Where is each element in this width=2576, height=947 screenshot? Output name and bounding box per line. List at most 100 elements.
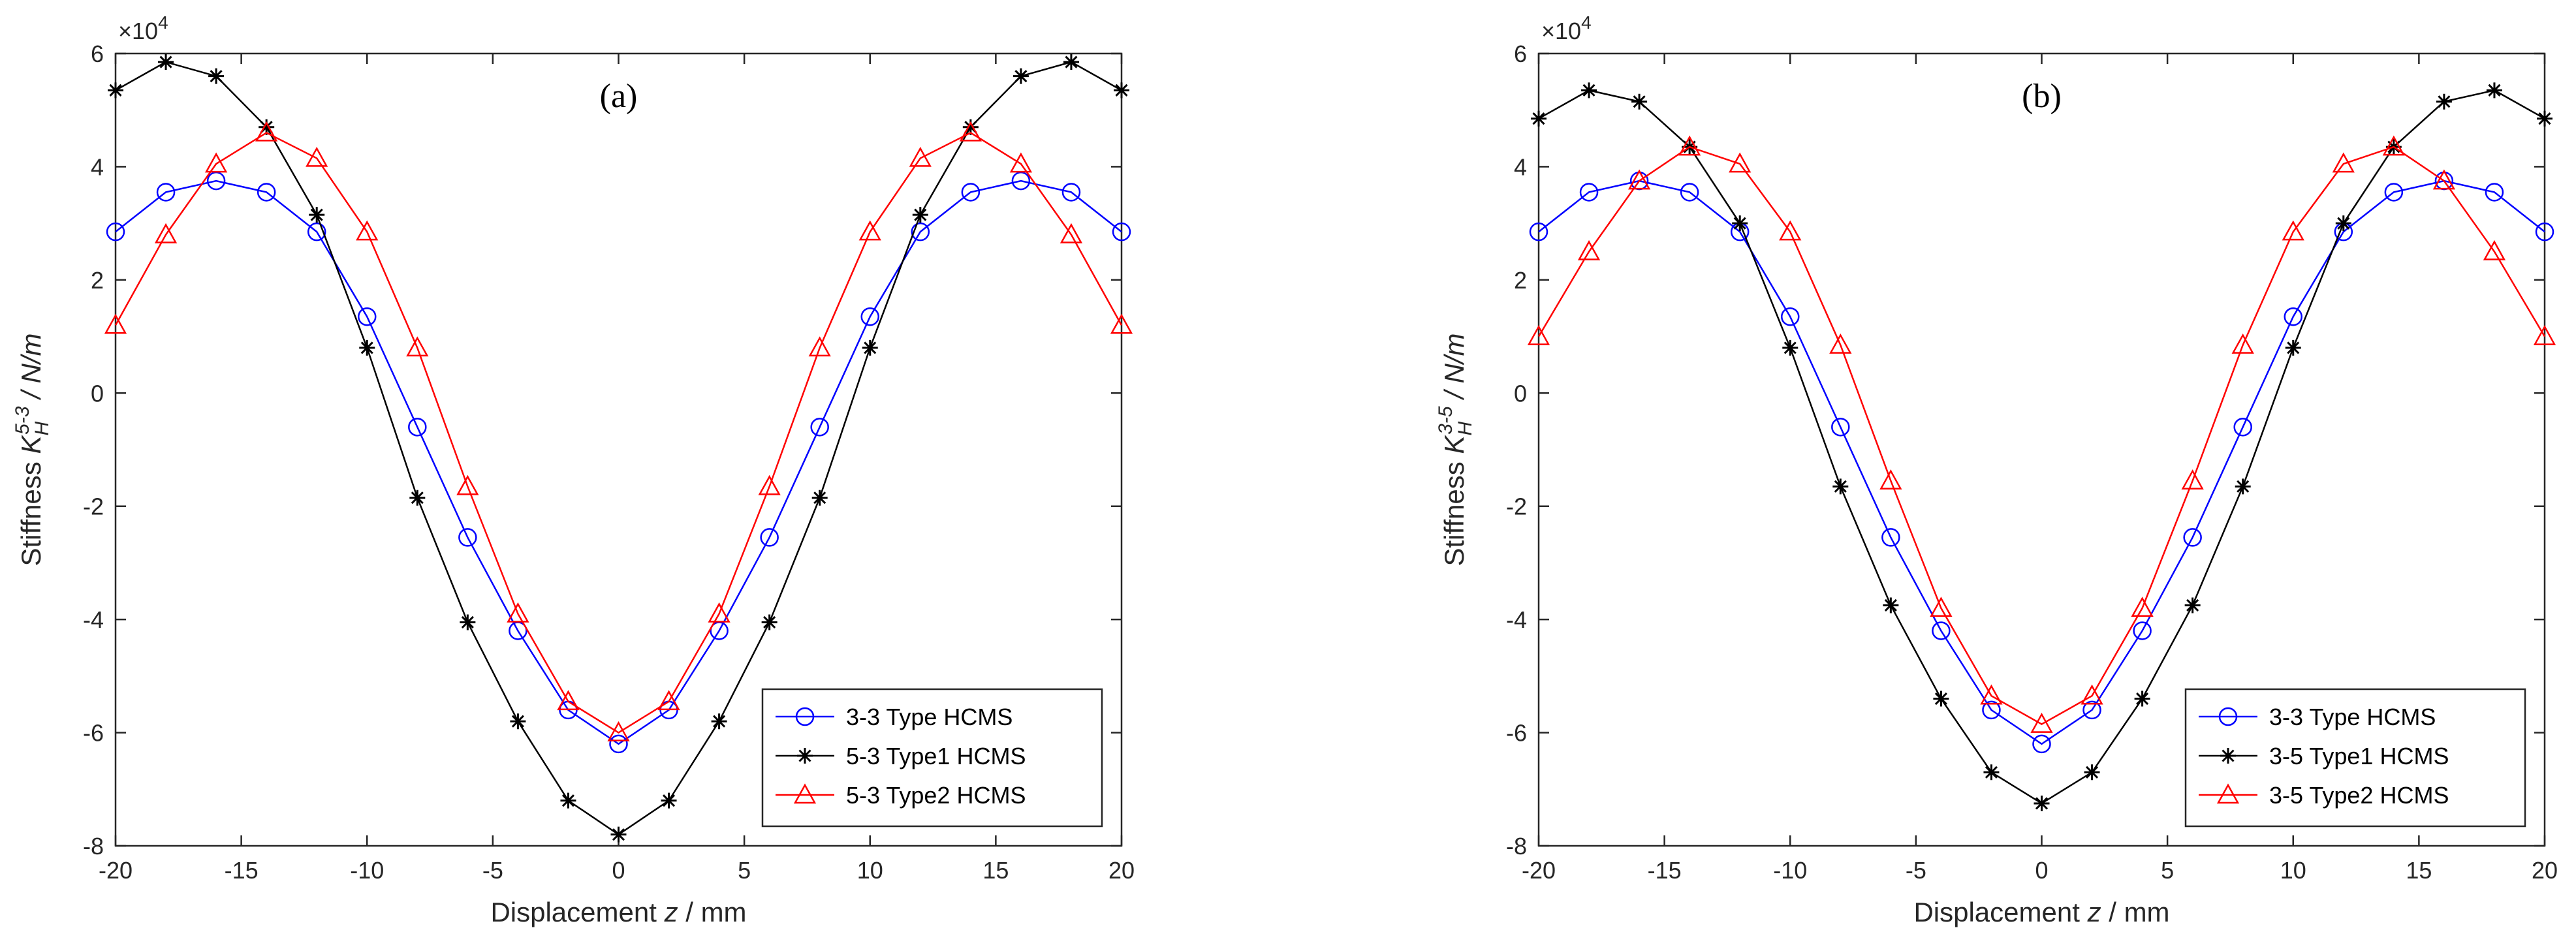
legend: 3-3 Type HCMS 5-3 Type1 HCMS 5-3 Type2 HCM…	[761, 688, 1103, 828]
data-point	[156, 183, 176, 202]
data-point	[2032, 734, 2051, 754]
data-point	[158, 54, 174, 70]
legend-label: 3-3 Type HCMS	[846, 704, 1013, 730]
data-point	[2335, 215, 2351, 232]
data-point	[2231, 334, 2254, 354]
data-point	[1013, 68, 1029, 84]
y-tick-label: 0	[1514, 380, 1527, 407]
data-point	[609, 734, 628, 754]
series-line	[115, 179, 1122, 745]
data-point	[557, 690, 580, 711]
data-point	[2183, 528, 2202, 547]
legend-marker	[795, 707, 815, 726]
data-point	[510, 713, 526, 730]
data-point	[2384, 183, 2404, 202]
x-tick-label: -10	[1773, 857, 1807, 884]
data-point	[204, 152, 228, 173]
series-2	[108, 54, 1129, 843]
data-point	[1678, 135, 1701, 156]
series-1	[1529, 171, 2554, 754]
data-point	[2084, 764, 2100, 781]
y-tick-label: 6	[91, 40, 104, 67]
x-tick-label: 15	[982, 857, 1009, 884]
data-point	[1980, 684, 2003, 705]
legend-label: 3-5 Type1 HCMS	[2269, 743, 2449, 769]
series-line	[114, 131, 1123, 734]
x-tick-label: -10	[350, 857, 384, 884]
legend-item: 5-3 Type2 HCMS	[776, 782, 1026, 809]
data-point	[2235, 478, 2251, 495]
data-point	[862, 339, 878, 356]
data-point	[1832, 478, 1849, 495]
legend-box	[2184, 688, 2526, 828]
series-line	[1537, 146, 2546, 725]
data-point	[2483, 240, 2506, 260]
y-tick-label: 2	[1514, 267, 1527, 294]
data-point	[1930, 597, 1953, 617]
legend-item: 3-5 Type1 HCMS	[2199, 743, 2449, 769]
data-point	[560, 792, 576, 809]
x-tick-label: 0	[2035, 857, 2048, 884]
data-point	[2432, 169, 2456, 190]
x-tick-label: -20	[99, 857, 133, 884]
data-point	[1881, 528, 1900, 547]
data-point	[1983, 764, 2000, 781]
data-point	[2131, 597, 2154, 617]
legend-label: 3-5 Type2 HCMS	[2269, 782, 2449, 809]
legend-item: 3-3 Type HCMS	[776, 704, 1013, 730]
data-point	[1729, 152, 1751, 173]
y-tick-label: -6	[1506, 720, 1527, 747]
data-point	[761, 614, 778, 630]
data-point	[1932, 621, 1951, 640]
data-point	[1060, 223, 1083, 243]
data-point	[711, 713, 727, 730]
data-point	[1063, 54, 1079, 70]
legend: 3-3 Type HCMS 3-5 Type1 HCMS 3-5 Type2 HCM…	[2184, 688, 2526, 828]
series-line	[1538, 179, 2545, 745]
data-point	[108, 82, 123, 99]
x-tick-label: 5	[2161, 857, 2174, 884]
data-point	[1009, 152, 1033, 173]
x-tick-label: 10	[2280, 857, 2306, 884]
data-point	[257, 183, 276, 202]
data-point	[1782, 339, 1798, 356]
x-axis-title: Displacement z / mm	[1913, 897, 2169, 927]
data-point	[2485, 183, 2504, 202]
panel-label: (a)	[600, 78, 638, 115]
x-tick-label: 15	[2406, 857, 2432, 884]
data-point	[2030, 712, 2053, 733]
data-point	[406, 336, 429, 357]
legend-label: 5-3 Type1 HCMS	[846, 743, 1026, 769]
legend-marker	[797, 748, 813, 764]
y-tick-label: 0	[91, 380, 104, 407]
data-point	[2134, 691, 2150, 707]
data-point	[2486, 82, 2502, 99]
legend-marker	[793, 783, 817, 804]
data-point	[1061, 183, 1081, 202]
y-tick-label: 4	[91, 153, 104, 180]
x-tick-label: 10	[857, 857, 883, 884]
data-point	[309, 207, 325, 223]
data-point	[810, 418, 829, 437]
data-point	[456, 474, 479, 495]
data-point	[2082, 700, 2101, 720]
data-point	[1732, 215, 1748, 232]
series-3	[1527, 135, 2556, 733]
y-tick-label: -8	[1506, 833, 1527, 860]
data-point	[1581, 82, 1597, 99]
y-tick-label: -2	[1506, 493, 1527, 520]
y-exponent-label: ×104	[1541, 12, 1592, 44]
data-point	[507, 602, 529, 623]
data-point	[460, 614, 476, 630]
data-point	[154, 223, 178, 243]
data-point	[458, 528, 477, 547]
data-point	[858, 220, 881, 241]
data-point	[1531, 110, 1547, 127]
data-point	[306, 146, 328, 167]
y-tick-label: -4	[83, 606, 104, 633]
series-1	[106, 171, 1131, 754]
data-point	[1529, 222, 1548, 241]
data-point	[2181, 469, 2204, 489]
series-3	[104, 121, 1133, 741]
legend-marker	[2216, 783, 2240, 804]
